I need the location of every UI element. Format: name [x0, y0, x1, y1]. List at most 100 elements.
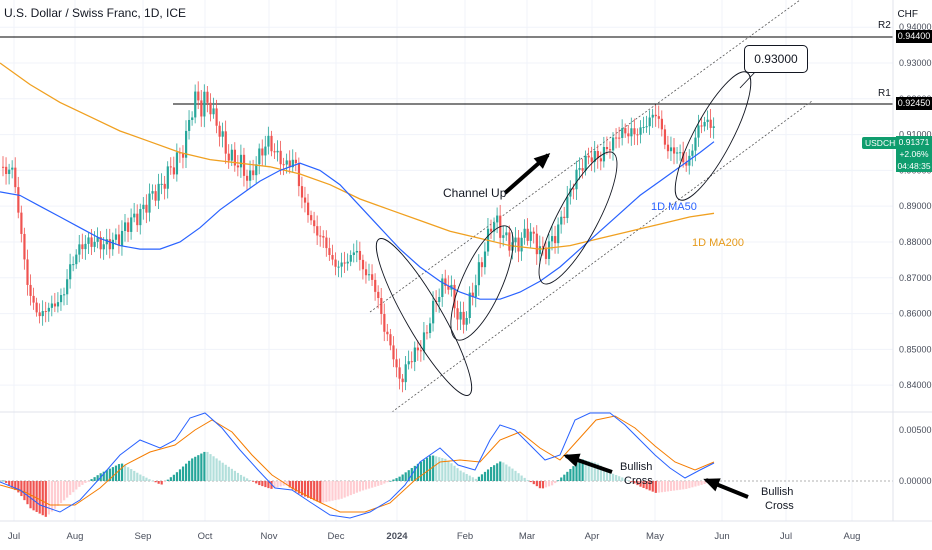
candle-body — [343, 262, 346, 264]
macd-bar — [236, 472, 240, 481]
macd-bar — [2, 480, 5, 482]
macd-bar — [468, 475, 471, 481]
candle-body — [413, 347, 416, 362]
macd-bar — [346, 481, 349, 497]
ma200-label: 1D MA200 — [692, 237, 744, 249]
candle-body — [114, 234, 118, 240]
candle-body — [310, 215, 313, 221]
candle-body — [87, 237, 90, 244]
macd-bar — [14, 481, 17, 491]
grid — [0, 0, 893, 521]
candle-body — [355, 250, 358, 253]
candle-body — [554, 236, 557, 244]
candle-body — [124, 222, 127, 231]
macd-bar — [108, 468, 111, 481]
macd-bar — [520, 475, 523, 481]
candle-body — [389, 334, 392, 346]
macd-bar — [111, 467, 114, 481]
candle-body — [691, 150, 694, 156]
macd-bar — [386, 481, 389, 483]
candle-body — [227, 153, 230, 161]
macd-bar — [538, 481, 541, 489]
candle-body — [624, 128, 627, 134]
candle-body — [78, 244, 81, 255]
candle-body — [685, 162, 688, 166]
candle-body — [297, 163, 301, 187]
macd-bar — [215, 458, 218, 481]
candle-body — [505, 232, 508, 236]
macd-bar — [554, 481, 557, 484]
candle-body — [419, 350, 423, 352]
candle-body — [249, 170, 252, 181]
candle-body — [425, 332, 429, 334]
candle-body — [447, 285, 450, 290]
candle-body — [224, 131, 227, 154]
candle-body — [56, 302, 60, 307]
candle-body — [364, 269, 368, 276]
candle-body — [383, 314, 386, 332]
candle-body — [50, 303, 53, 308]
impulse-ellipses — [375, 70, 757, 396]
macd-bar — [490, 467, 493, 481]
macd-bar — [416, 463, 419, 481]
candle-body — [111, 239, 114, 250]
macd-bar — [90, 479, 93, 481]
candle-body — [468, 292, 471, 319]
macd-bar — [53, 481, 57, 509]
macd-bar — [419, 461, 423, 481]
candle-body — [663, 129, 667, 145]
macd-bar — [209, 454, 212, 481]
macd-bar — [50, 481, 53, 512]
macd-bar — [258, 481, 261, 486]
candle-body — [700, 125, 703, 127]
macd-bar — [59, 481, 63, 504]
macd-bar — [377, 481, 380, 486]
macd-bar — [343, 481, 346, 498]
macd-bar — [87, 481, 90, 482]
macd-bar — [621, 477, 624, 481]
candle-body — [66, 279, 69, 295]
macd-bar — [477, 476, 480, 481]
macd-bar — [133, 470, 136, 481]
macd-bar — [532, 481, 535, 485]
macd-bar — [17, 481, 20, 493]
candle-body — [81, 244, 84, 250]
candle-body — [682, 152, 685, 163]
candle-body — [636, 134, 639, 136]
macd-bar — [44, 481, 47, 517]
candle-body — [337, 266, 340, 268]
candle-body — [203, 91, 206, 117]
candle-body — [377, 291, 380, 299]
macd-bar — [450, 463, 453, 481]
ma50-label: 1D MA50 — [651, 201, 697, 213]
channel-lower — [391, 100, 813, 413]
candle-body — [584, 155, 587, 171]
candle-body — [380, 298, 383, 315]
macd-bar — [316, 481, 319, 502]
macd-bar — [462, 472, 465, 481]
candle-body — [645, 126, 648, 128]
macd-bar — [541, 481, 545, 489]
macd-bar — [605, 470, 609, 481]
candle-body — [429, 323, 432, 333]
macd-bar — [669, 481, 673, 492]
macd-signal-line — [0, 415, 715, 513]
macd-bar — [404, 472, 407, 481]
macd-bar — [227, 466, 230, 481]
candle-body — [172, 167, 175, 175]
candle-body — [676, 152, 679, 154]
macd-bar — [432, 455, 435, 481]
macd-bar — [663, 481, 667, 492]
macd-bar — [23, 481, 26, 501]
candle-body — [422, 332, 426, 352]
macd-bar — [401, 474, 404, 481]
candle-body — [654, 114, 657, 117]
macd-bar — [691, 481, 694, 488]
macd-bar — [383, 481, 386, 484]
candles — [2, 81, 715, 393]
macd-bar — [371, 481, 374, 488]
candle-body — [32, 295, 35, 303]
macd-bar — [69, 481, 72, 495]
candle-body — [618, 137, 621, 139]
